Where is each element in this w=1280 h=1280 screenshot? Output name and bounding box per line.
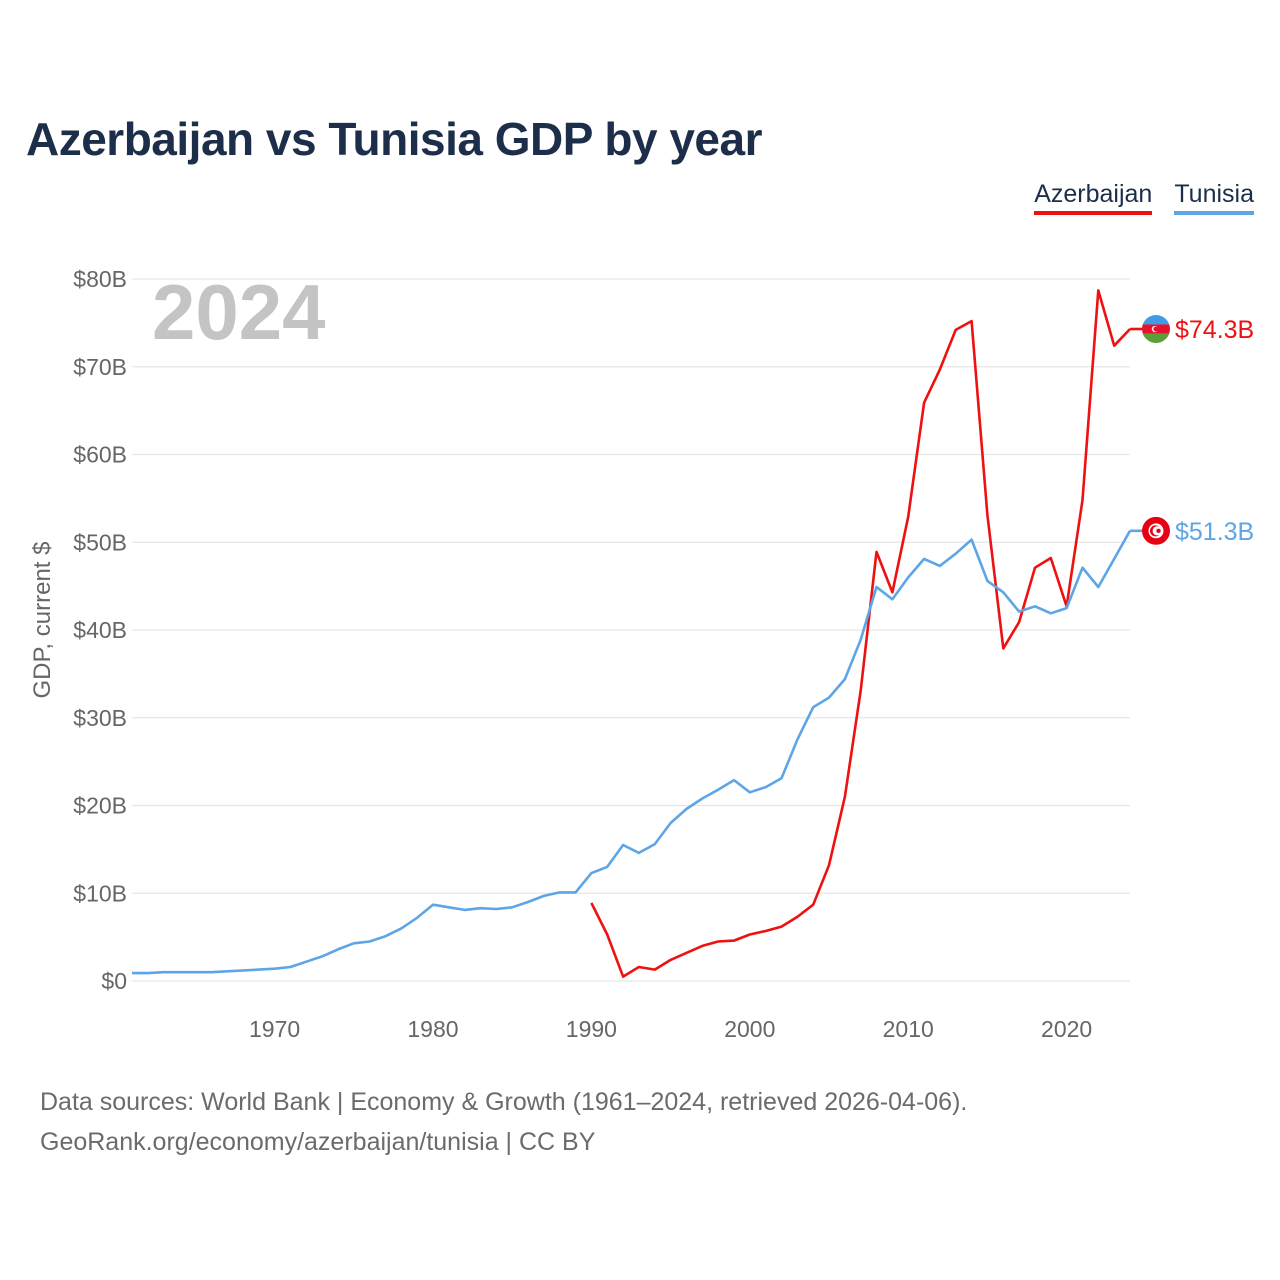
- flag-tunisia-icon: [1142, 516, 1170, 545]
- x-tick-label: 1990: [566, 1016, 617, 1042]
- legend-item-azerbaijan[interactable]: Azerbaijan: [1034, 180, 1153, 215]
- y-tick-label: $20B: [73, 793, 127, 819]
- y-axis-ticks: $0 $10B $20B $30B $40B $50B $60B $70B $80B: [73, 266, 127, 994]
- y-tick-label: $30B: [73, 705, 127, 731]
- x-axis-ticks: 1970 1980 1990 2000 2010 2020: [249, 1016, 1092, 1042]
- series-end-markers: $74.3B $51.3B: [1130, 315, 1254, 546]
- grid-lines: [132, 278, 1130, 982]
- x-tick-label: 2020: [1041, 1016, 1092, 1042]
- y-tick-label: $80B: [73, 266, 127, 292]
- footer-attribution[interactable]: GeoRank.org/economy/azerbaijan/tunisia |…: [40, 1128, 596, 1156]
- chart-title: Azerbaijan vs Tunisia GDP by year: [26, 113, 763, 165]
- x-tick-label: 1980: [407, 1016, 458, 1042]
- year-watermark: 2024: [152, 268, 326, 356]
- end-value-label-tunisia: $51.3B: [1175, 518, 1254, 546]
- x-tick-label: 2000: [724, 1016, 775, 1042]
- footer: Data sources: World Bank | Economy & Gro…: [40, 1082, 967, 1162]
- y-tick-label: $40B: [73, 617, 127, 643]
- y-tick-label: $10B: [73, 880, 127, 906]
- y-tick-label: $60B: [73, 442, 127, 468]
- x-tick-label: 1970: [249, 1016, 300, 1042]
- y-tick-label: $70B: [73, 354, 127, 380]
- series-line-tunisia: [132, 530, 1132, 975]
- flag-azerbaijan-icon: [1142, 315, 1170, 344]
- x-tick-label: 2010: [883, 1016, 934, 1042]
- y-tick-label: $50B: [73, 529, 127, 555]
- legend: Azerbaijan Tunisia: [1034, 180, 1254, 215]
- end-value-label-azerbaijan: $74.3B: [1175, 316, 1254, 344]
- series-lines: [132, 289, 1132, 978]
- y-tick-label: $0: [101, 968, 127, 994]
- footer-source: Data sources: World Bank | Economy & Gro…: [40, 1088, 968, 1116]
- series-line-azerbaijan: [590, 289, 1131, 978]
- y-axis-label: GDP, current $: [29, 542, 56, 699]
- legend-item-tunisia[interactable]: Tunisia: [1174, 180, 1254, 215]
